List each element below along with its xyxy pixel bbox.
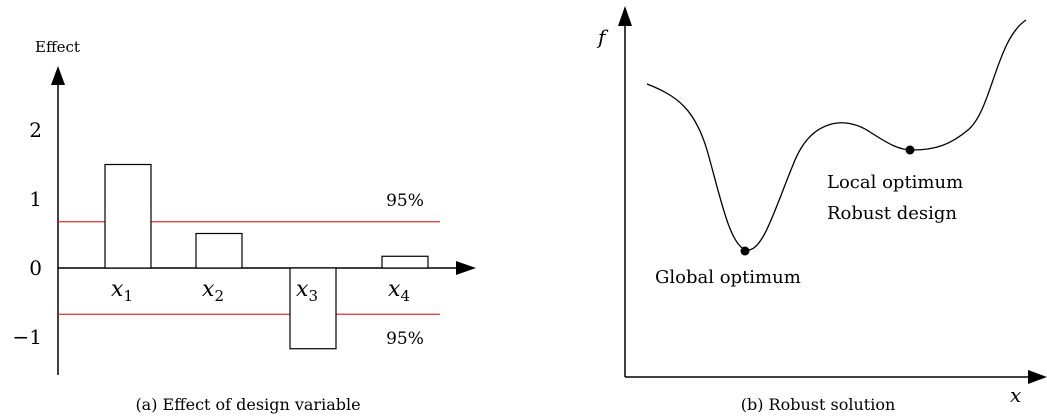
y-tick-label: 2 xyxy=(29,118,42,142)
category-label: x1 xyxy=(111,277,133,305)
bars xyxy=(104,163,429,350)
robust-solution-diagram: f x Global optimum Local optimum Robust … xyxy=(596,6,1047,414)
y-axis-arrow xyxy=(51,66,65,85)
category-label-base: x xyxy=(202,277,215,302)
x-axis-b-arrow xyxy=(1028,370,1047,384)
effect-bar-chart: Effect 210−1 95%95% x1 x2 x3 x4 (a) Effect … xyxy=(13,38,476,414)
y-tick-label: 0 xyxy=(29,256,42,280)
bar-x3 xyxy=(289,267,337,350)
category-label-subscript: 4 xyxy=(400,287,410,305)
category-label-subscript: 3 xyxy=(308,287,318,305)
x-axis-b-label: x xyxy=(1010,383,1021,407)
category-label-base: x xyxy=(388,277,401,302)
f-axis-arrow xyxy=(618,6,632,26)
category-label: x4 xyxy=(388,277,410,305)
f-axis-label: f xyxy=(596,25,609,49)
global-optimum-point xyxy=(740,246,750,256)
caption-a: (a) Effect of design variable xyxy=(135,395,360,414)
global-optimum-label: Global optimum xyxy=(655,267,801,288)
bar-x1 xyxy=(104,163,152,269)
category-label-base: x xyxy=(111,277,124,302)
y-tick-label: 1 xyxy=(29,187,42,211)
threshold-label: 95% xyxy=(386,191,424,211)
local-optimum-point xyxy=(905,145,915,155)
local-optimum-label: Local optimum xyxy=(827,172,963,193)
category-label: x3 xyxy=(296,277,318,305)
x-axis-arrow xyxy=(456,261,476,275)
threshold-label: 95% xyxy=(386,329,424,349)
category-label-base: x xyxy=(296,277,309,302)
y-tick-labels: 2 1 0 −1 xyxy=(13,118,42,349)
y-axis-label: Effect xyxy=(35,38,80,56)
y-tick-label: −1 xyxy=(13,325,42,349)
category-label-subscript: 1 xyxy=(123,287,133,305)
bar-x2 xyxy=(195,232,243,269)
category-label-subscript: 2 xyxy=(214,287,224,305)
category-label: x2 xyxy=(202,277,224,305)
objective-curve xyxy=(646,19,1027,251)
robust-design-label: Robust design xyxy=(827,203,957,224)
caption-b: (b) Robust solution xyxy=(741,395,896,414)
category-labels: x1 x2 x3 x4 xyxy=(111,277,410,305)
bar-x4 xyxy=(381,255,429,269)
